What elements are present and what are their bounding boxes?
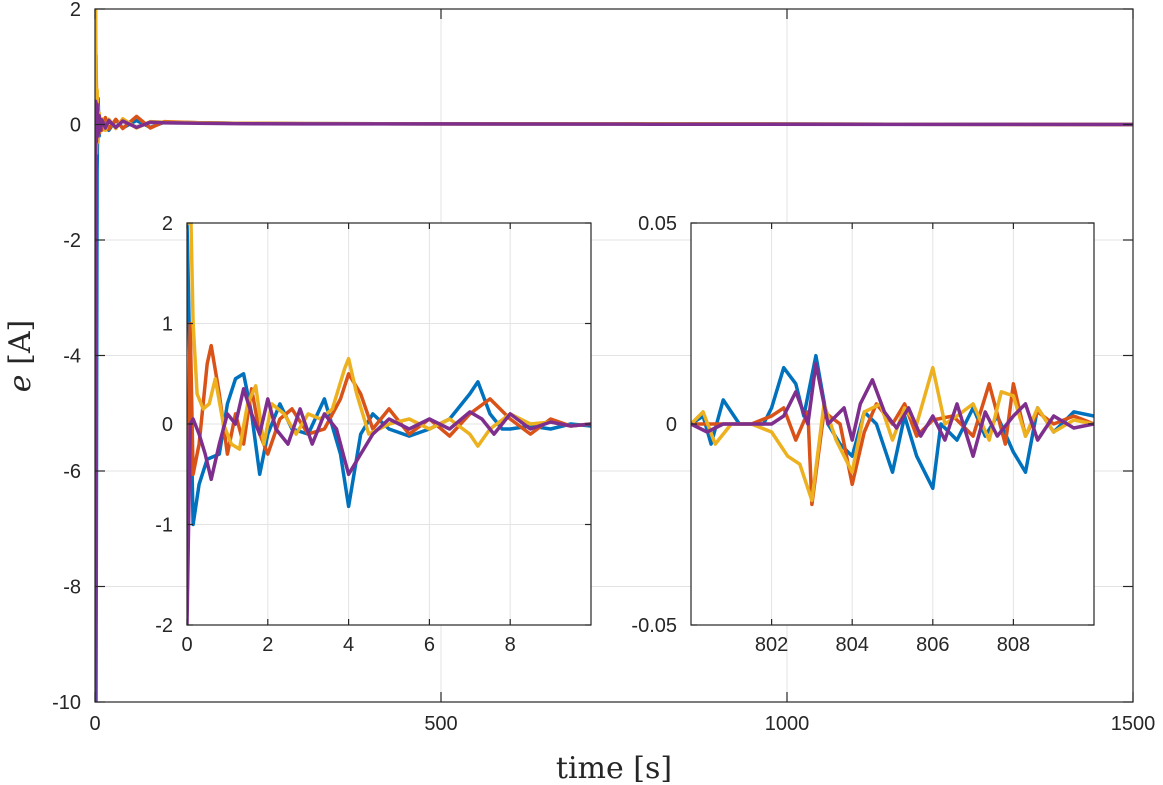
inset1-series-yellow-line — [187, 223, 591, 451]
inset2-xtick-label: 808 — [997, 634, 1030, 656]
main-ytick-label: 0 — [70, 115, 81, 137]
inset2-xtick-label: 806 — [916, 634, 949, 656]
inset-right-series-group — [691, 353, 1094, 507]
inset-left-tick-marks — [186, 222, 591, 626]
inset2-ytick-label: -0.05 — [631, 615, 677, 637]
inset1-xtick-label: 0 — [181, 634, 192, 656]
inset2-ytick-label: 0 — [666, 414, 677, 436]
inset-right-axes: 802 804 806 808 -0.05 0 0.05 — [631, 213, 1095, 656]
inset1-xtick-label: 6 — [424, 634, 435, 656]
inset2-series-yellow-line — [691, 365, 1094, 503]
inset-right-tick-marks — [691, 222, 1094, 626]
main-ytick-label: -8 — [63, 577, 81, 599]
main-ytick-label: -4 — [63, 346, 81, 368]
main-ytick-label: -2 — [63, 230, 81, 252]
y-axis-label-symbol: e — [3, 374, 38, 392]
inset1-series-purple-line — [187, 387, 591, 625]
inset1-xtick-label: 8 — [505, 634, 516, 656]
inset2-xtick-label: 804 — [836, 634, 869, 656]
inset1-ytick-label: -2 — [155, 615, 173, 637]
main-series-purple-line — [95, 99, 1133, 702]
main-tick-marks — [94, 8, 1134, 703]
inset-left-axes: 0 2 4 6 8 -2 -1 0 1 2 — [155, 213, 592, 656]
main-y-tick-labels: -10 -8 -6 -4 -2 0 2 — [52, 0, 81, 714]
main-xtick-label: 1000 — [765, 713, 810, 735]
main-ytick-label: -10 — [52, 692, 81, 714]
inset-right-y-tick-labels: -0.05 0 0.05 — [631, 213, 677, 637]
inset1-xtick-label: 4 — [343, 634, 354, 656]
inset1-ytick-label: -1 — [155, 515, 173, 537]
main-ytick-label: -6 — [63, 461, 81, 483]
inset1-xtick-label: 2 — [262, 634, 273, 656]
inset-left-series-group — [187, 223, 591, 625]
inset1-ytick-label: 1 — [162, 314, 173, 336]
main-xtick-label: 500 — [424, 713, 457, 735]
main-x-tick-labels: 0 500 1000 1500 — [89, 713, 1155, 735]
main-xtick-label: 1500 — [1111, 713, 1156, 735]
inset2-ytick-label: 0.05 — [638, 213, 677, 235]
inset-left-y-tick-labels: -2 -1 0 1 2 — [155, 213, 173, 637]
inset1-ytick-label: 0 — [162, 414, 173, 436]
y-axis-label: e [A] — [3, 320, 38, 392]
main-xtick-label: 0 — [89, 713, 100, 735]
inset2-series-purple-line — [691, 361, 1094, 458]
inset-left-x-tick-labels: 0 2 4 6 8 — [181, 634, 515, 656]
inset1-ytick-label: 2 — [162, 213, 173, 235]
main-series-group — [95, 9, 1133, 702]
inset-right-x-tick-labels: 802 804 806 808 — [755, 634, 1030, 656]
y-axis-label-unit: [A] — [3, 320, 38, 365]
main-ytick-label: 2 — [70, 0, 81, 21]
inset2-xtick-label: 802 — [755, 634, 788, 656]
x-axis-label: time [s] — [556, 751, 672, 785]
